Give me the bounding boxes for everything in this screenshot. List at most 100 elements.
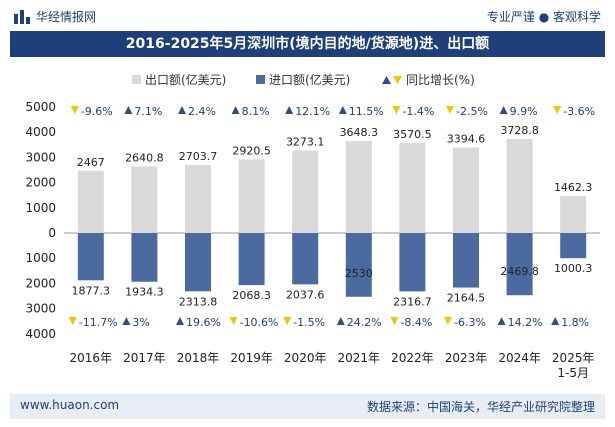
growth-label-import: -8.4% — [400, 316, 432, 329]
data-label-import: 1934.3 — [125, 286, 164, 299]
growth-down-triangle-icon — [229, 317, 238, 325]
footer: www.huaon.com 数据来源：中国海关，华经产业研究院整理 — [10, 394, 605, 419]
legend-label-import: 进口额(亿美元) — [269, 72, 350, 87]
y-tick-label: 2000 — [25, 176, 56, 190]
legend-swatch-export — [132, 75, 141, 84]
bar-import — [453, 233, 479, 288]
y-tick-label: 4000 — [25, 327, 56, 341]
bar-import — [560, 233, 587, 259]
growth-label-export: -1.4% — [402, 105, 434, 118]
bar-export — [345, 141, 372, 233]
brand: 华经情报网 — [14, 8, 96, 25]
data-label-import: 1000.3 — [554, 262, 593, 275]
data-label-export: 2640.8 — [125, 151, 164, 164]
y-tick-label: 2000 — [25, 276, 56, 290]
growth-label-import: 1.8% — [561, 316, 589, 329]
growth-down-triangle-icon — [68, 317, 77, 325]
growth-label-import: 24.2% — [347, 316, 382, 329]
growth-down-triangle-icon — [446, 106, 454, 114]
y-tick-label: 3000 — [25, 302, 56, 316]
data-label-export: 2703.7 — [179, 150, 218, 163]
growth-label-import: -11.7% — [79, 316, 118, 329]
growth-label-export: -9.6% — [81, 105, 113, 118]
bar-import — [292, 233, 319, 285]
bar-export — [292, 150, 319, 233]
brand-logo-icon — [14, 9, 30, 24]
bar-export — [238, 159, 265, 233]
data-label-export: 3648.3 — [340, 126, 379, 139]
growth-down-triangle-icon — [392, 106, 401, 114]
growth-label-export: 9.9% — [510, 105, 538, 118]
bar-import — [238, 233, 265, 286]
growth-label-import: 14.2% — [508, 316, 543, 329]
growth-label-import: 3% — [132, 316, 149, 329]
growth-down-triangle-icon — [283, 317, 292, 325]
growth-down-triangle-icon — [444, 317, 452, 325]
bar-import — [131, 233, 158, 282]
bar-export — [506, 139, 533, 233]
bar-import — [399, 233, 426, 292]
growth-up-triangle-icon — [551, 317, 560, 325]
x-tick-label: 2024年 — [498, 351, 541, 365]
growth-label-export: -3.6% — [563, 105, 595, 118]
bar-import — [506, 233, 533, 296]
data-label-import: 2068.3 — [232, 289, 271, 302]
y-tick-label: 5000 — [25, 100, 56, 114]
data-label-export: 3273.1 — [286, 136, 325, 149]
data-label-export: 2920.5 — [232, 144, 271, 157]
data-label-export: 3394.6 — [447, 132, 486, 145]
x-tick-label: 2016年 — [70, 351, 113, 365]
chart: 出口额(亿美元) 进口额(亿美元) 同比增长(%) 5000 4000 3000 2000 1… — [25, 72, 600, 380]
data-label-export: 3570.5 — [393, 128, 432, 141]
legend-label-growth: 同比增长(%) — [406, 73, 475, 87]
growth-up-triangle-icon — [178, 106, 186, 114]
growth-up-triangle-icon — [122, 317, 131, 325]
growth-down-triangle-icon — [553, 106, 562, 114]
growth-label-import: -1.5% — [293, 316, 325, 329]
growth-down-triangle-icon — [70, 106, 79, 114]
growth-up-triangle-icon — [231, 106, 240, 114]
growth-label-export: 11.5% — [349, 105, 384, 118]
x-tick-label: 2019年 — [230, 351, 273, 365]
footer-url: www.huaon.com — [20, 398, 120, 412]
growth-label-export: 12.1% — [295, 105, 330, 118]
data-label-export: 1462.3 — [554, 181, 593, 194]
growth-label-export: -2.5% — [456, 105, 488, 118]
bar-import — [345, 233, 372, 297]
x-tick-label: 2023年 — [445, 351, 488, 365]
data-label-import: 1877.3 — [72, 284, 111, 297]
bar-export — [77, 170, 104, 233]
data-label-import: 2164.5 — [447, 292, 486, 305]
data-label-import: 2316.7 — [393, 295, 432, 308]
growth-label-export: 8.1% — [242, 105, 270, 118]
growth-up-triangle-icon — [499, 106, 508, 114]
x-tick-label: 2020年 — [284, 351, 327, 365]
data-label-export: 3728.8 — [500, 124, 539, 137]
growth-up-triangle-icon — [338, 106, 347, 114]
x-tick-label: 2021年 — [338, 351, 381, 365]
x-tick-label: 2025年 1-5月 — [552, 351, 595, 380]
data-label-import: 2530 — [345, 267, 373, 280]
growth-label-import: -6.3% — [454, 316, 486, 329]
legend-up-triangle-icon — [382, 76, 391, 84]
top-bar: 华经情报网 专业严谨 ● 客观科学 — [0, 0, 615, 30]
growth-up-triangle-icon — [176, 317, 184, 325]
y-tick-label: 4000 — [25, 125, 56, 139]
growth-up-triangle-icon — [497, 317, 506, 325]
footer-source: 数据来源：中国海关，华经产业研究院整理 — [366, 400, 595, 414]
data-label-export: 2467 — [77, 156, 105, 169]
brand-name: 华经情报网 — [36, 10, 97, 24]
growth-up-triangle-icon — [124, 106, 133, 114]
legend-label-export: 出口额(亿美元) — [145, 72, 226, 87]
data-label-import: 2313.8 — [179, 295, 218, 308]
growth-label-import: 19.6% — [186, 316, 221, 329]
data-label-import: 2469.8 — [500, 265, 539, 278]
growth-label-export: 7.1% — [134, 105, 162, 118]
growth-up-triangle-icon — [336, 317, 345, 325]
bar-export — [399, 143, 426, 233]
y-tick-label: 1000 — [25, 201, 56, 215]
x-tick-label: 2017年 — [123, 351, 166, 365]
growth-up-triangle-icon — [285, 106, 294, 114]
y-tick-label: 0 — [48, 226, 56, 240]
bar-import — [77, 233, 104, 281]
